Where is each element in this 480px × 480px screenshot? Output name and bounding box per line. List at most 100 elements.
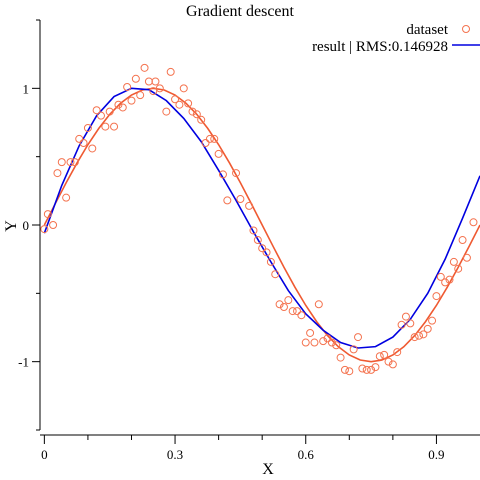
x-tick-label: 0 [41,447,48,462]
dataset-point [297,311,306,320]
dataset-point [151,77,160,86]
dataset-point [188,107,197,116]
dataset-point [179,84,188,93]
dataset-point [127,96,136,105]
dataset-point [110,122,119,131]
dataset-point [336,353,345,362]
dataset-point [358,364,367,373]
dataset-point [367,365,376,374]
dataset-point [332,341,341,350]
dataset-point [469,218,478,227]
dataset-point [449,257,458,266]
result-layer [43,87,480,349]
dataset-point [171,95,180,104]
dataset-point [284,296,293,305]
dataset-point [258,244,267,253]
dataset-point [362,365,371,374]
dataset-point [397,320,406,329]
dataset-point [140,63,149,72]
dataset-point [436,272,445,281]
dataset-point [88,144,97,153]
dataset-point [249,226,258,235]
dataset-point [223,196,232,205]
dataset-point [62,193,71,202]
dataset-point [279,303,288,311]
dataset-point [375,352,384,361]
dataset-point [393,348,402,357]
dataset-point [293,307,302,316]
dataset-point [262,248,271,257]
dataset-point [184,99,193,108]
dataset-point [123,82,132,91]
dataset-point [445,275,454,284]
true-curve-line [43,87,480,363]
dataset-point [166,67,175,76]
dataset-point [340,365,349,374]
dataset-point [314,300,323,309]
dataset-point [323,334,332,343]
dataset-point [83,123,92,132]
dataset-point [432,292,441,301]
dataset-point [245,201,254,210]
dataset-point [101,122,110,131]
axes [39,20,480,436]
dataset-point [162,107,171,116]
dataset-point [70,158,79,167]
dataset-point [236,195,245,204]
dataset-point [301,338,310,347]
dataset-point [40,225,49,234]
true-curve-layer [43,87,480,363]
dataset-point [53,169,62,178]
x-tick-label: 0.3 [167,447,183,462]
dataset-point [144,77,153,86]
dataset-point [401,312,410,321]
dataset-point [423,324,432,333]
dataset-point [327,338,336,347]
dataset-point [388,360,397,369]
y-axis-label: Y [3,220,20,232]
dataset-point [271,270,280,279]
dataset-point [192,110,201,119]
dataset-point [462,253,471,262]
dataset-point [43,210,52,219]
dataset-point [345,367,354,376]
dataset-point [92,106,101,115]
dataset-point [66,158,75,167]
dataset-point [118,103,127,112]
dataset-point [419,330,428,339]
dataset-layer [40,63,478,376]
dataset-point [149,87,158,96]
dataset-point [441,278,450,287]
x-axis-label: X [262,461,274,478]
dataset-point [105,107,114,116]
dataset-point [266,257,275,266]
dataset-point [349,345,358,354]
dataset-point [96,111,105,120]
dataset-point [428,316,437,325]
dataset-point [253,236,262,245]
chart-title: Gradient descent [186,3,295,20]
y-tick-label: 0 [23,218,30,233]
x-tick-label: 0.6 [298,447,315,462]
dataset-point [371,363,380,372]
dataset-point [384,357,393,366]
dataset-point [458,236,467,245]
dataset-point [175,100,184,109]
dataset-point [380,350,389,359]
dataset-point [197,115,206,124]
dataset-point [218,170,227,179]
dataset-point [79,139,88,147]
y-tick-label: 1 [23,81,30,96]
dataset-point [415,331,424,340]
dataset-point [288,307,297,316]
dataset-point [310,338,319,347]
dataset-point [210,134,219,143]
dataset-point [319,337,328,346]
dataset-point [75,134,84,143]
ticks: 0 0.3 0.6 0.9 1 0 -1 [18,19,445,462]
legend-marker-dataset [462,25,470,33]
dataset-point [214,149,223,158]
legend: dataset result | RMS:0.146928 [312,22,480,55]
dataset-point [410,333,419,342]
